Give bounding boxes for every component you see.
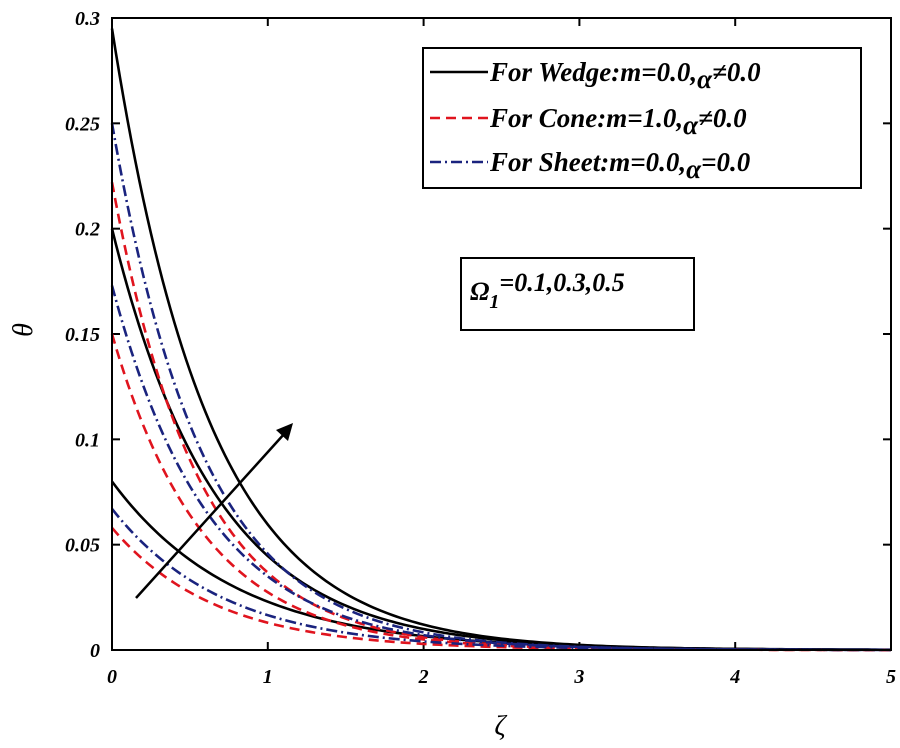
plot-frame bbox=[111, 17, 892, 651]
y-tick-label: 0 bbox=[90, 640, 100, 662]
x-axis-label: ζ bbox=[494, 711, 507, 742]
legend: For Wedge:m=0.0,α≠0.0 For Cone:m=1.0,α≠0… bbox=[422, 47, 862, 189]
y-tick-label: 0.15 bbox=[65, 324, 100, 346]
legend-box bbox=[422, 47, 862, 189]
series-line-wedge-1 bbox=[110, 480, 892, 651]
y-tick-label: 0.25 bbox=[65, 113, 100, 135]
series-line-sheet-2 bbox=[110, 285, 892, 652]
x-tick-label: 5 bbox=[886, 666, 896, 688]
x-tick-label: 2 bbox=[418, 666, 429, 688]
legend-entry-wedge: For Wedge:m=0.0,α≠0.0 bbox=[489, 57, 761, 94]
x-tick-label: 3 bbox=[573, 666, 584, 688]
x-tick-label: 1 bbox=[263, 666, 273, 688]
legend-entry-sheet: For Sheet:m=0.0,α=0.0 bbox=[489, 147, 751, 184]
y-tick-label: 0.1 bbox=[75, 429, 100, 451]
y-tick-label: 0.3 bbox=[75, 8, 100, 30]
legend-entry-cone: For Cone:m=1.0,α≠0.0 bbox=[489, 103, 747, 140]
y-tick-label: 0.2 bbox=[75, 219, 100, 241]
series-line-cone-1 bbox=[111, 526, 891, 652]
x-tick-label: 4 bbox=[729, 666, 740, 688]
trend-arrow-head bbox=[276, 423, 293, 441]
series-line-sheet-3 bbox=[110, 123, 891, 652]
parameter-annotation: Ω1=0.1,0.3,0.5 bbox=[460, 257, 695, 331]
series-line-cone-3 bbox=[110, 182, 891, 652]
x-tick-label: 0 bbox=[107, 666, 117, 688]
trend-arrow-shaft bbox=[135, 432, 286, 599]
series-line-cone-2 bbox=[110, 333, 892, 652]
y-tick-label: 0.05 bbox=[65, 535, 100, 557]
annotation-text: Ω1=0.1,0.3,0.5 bbox=[470, 268, 625, 313]
y-axis-label: θ bbox=[8, 323, 39, 337]
annotation-box bbox=[460, 257, 695, 331]
trend-arrow bbox=[135, 423, 293, 599]
y-axis-ticks: 0 0.05 0.1 0.15 0.2 0.25 0.3 bbox=[65, 8, 891, 662]
